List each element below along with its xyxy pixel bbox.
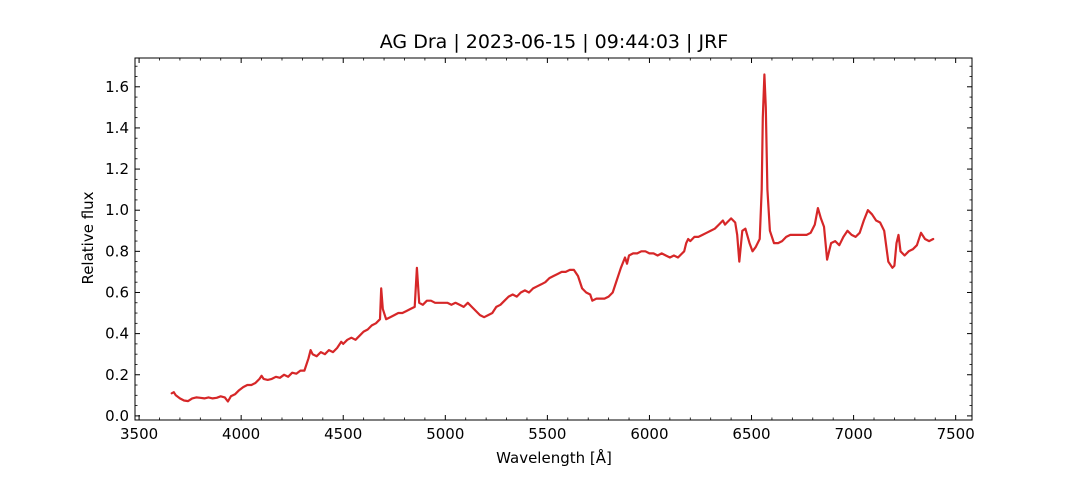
x-tick-label: 4000 bbox=[222, 425, 260, 443]
y-tick-label: 1.4 bbox=[105, 119, 129, 137]
spectrum-line bbox=[170, 73, 935, 403]
y-tick-label: 0.6 bbox=[105, 283, 129, 301]
x-tick-label: 7000 bbox=[835, 425, 873, 443]
x-tick-label: 5500 bbox=[528, 425, 566, 443]
y-axis-label: Relative flux bbox=[79, 191, 97, 284]
y-tick-label: 0.2 bbox=[105, 366, 129, 384]
x-tick-label: 6500 bbox=[732, 425, 770, 443]
x-tick-label: 7500 bbox=[937, 425, 975, 443]
x-tick-label: 3500 bbox=[120, 425, 158, 443]
x-tick-label: 5000 bbox=[426, 425, 464, 443]
chart-title: AG Dra | 2023-06-15 | 09:44:03 | JRF bbox=[380, 31, 728, 53]
x-axis-label: Wavelength [Å] bbox=[496, 448, 612, 467]
y-tick-label: 0.0 bbox=[105, 407, 129, 425]
y-tick-label: 1.2 bbox=[105, 160, 129, 178]
x-tick-label: 6000 bbox=[630, 425, 668, 443]
y-tick-label: 0.8 bbox=[105, 242, 129, 260]
plot-frame bbox=[134, 57, 973, 421]
y-tick-label: 1.0 bbox=[105, 201, 129, 219]
x-tick-label: 4500 bbox=[324, 425, 362, 443]
plot-area: 3500 4000 4500 5000 5500 6000 6500 7000 7500 0.0 0… bbox=[105, 57, 975, 443]
y-tick-label: 0.4 bbox=[105, 325, 129, 343]
y-tick-label: 1.6 bbox=[105, 78, 129, 96]
